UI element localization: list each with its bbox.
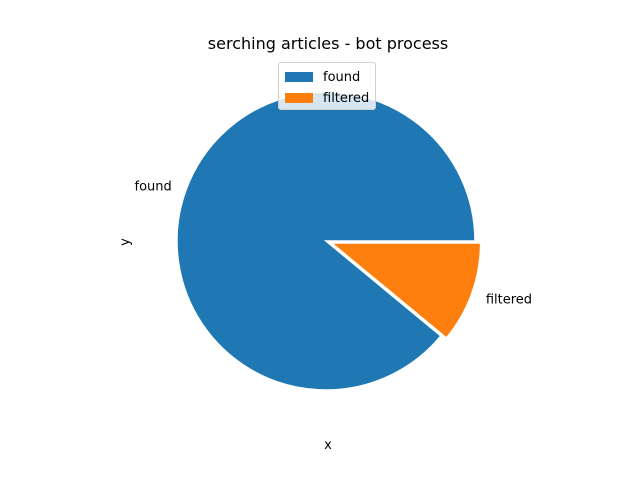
legend-entry-found: found: [285, 68, 360, 86]
x-axis-label: x: [324, 438, 332, 453]
pie-slice-filtered: [329, 242, 482, 340]
chart-title: serching articles - bot process: [208, 34, 448, 53]
legend: found filtered: [278, 62, 376, 110]
legend-label-found: found: [323, 69, 361, 85]
pie-label-filtered: filtered: [486, 293, 532, 308]
legend-label-filtered: filtered: [323, 90, 370, 106]
pie-slice-found: [176, 91, 476, 391]
legend-entry-filtered: filtered: [285, 89, 369, 107]
pie-label-found: found: [135, 179, 172, 194]
y-axis-label: y: [118, 238, 133, 246]
legend-swatch-found: [285, 72, 313, 82]
pie-slice-labels: found filtered: [135, 179, 533, 307]
legend-swatch-filtered: [285, 93, 313, 103]
pie-slices: [176, 91, 482, 391]
